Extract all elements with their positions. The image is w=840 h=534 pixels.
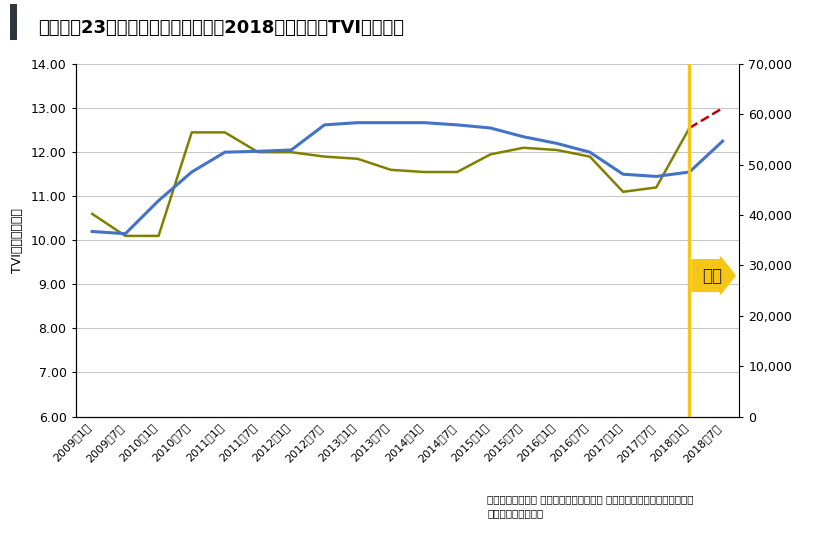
Text: 図　東京23区の需給ギャップ推移と2018年の空室率TVI推移予測: 図 東京23区の需給ギャップ推移と2018年の空室率TVI推移予測 xyxy=(38,19,404,37)
Y-axis label: TVI（ポイント）: TVI（ポイント） xyxy=(11,208,24,273)
FancyArrow shape xyxy=(692,257,735,294)
Text: 分析：株式会社タス: 分析：株式会社タス xyxy=(487,508,543,519)
Text: 予測: 予測 xyxy=(702,266,722,285)
Text: 出所：国土交通省 住宅着工統計、東京都 住民基本台帳による世帯と人口: 出所：国土交通省 住宅着工統計、東京都 住民基本台帳による世帯と人口 xyxy=(487,494,694,504)
